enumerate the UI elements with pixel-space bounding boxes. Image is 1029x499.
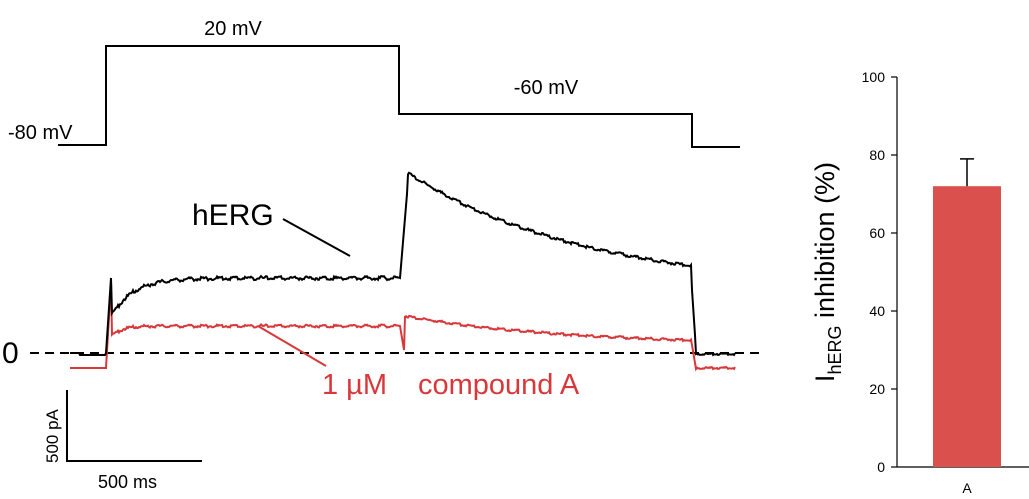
y-axis-title: IhERG inhibition (%) (810, 162, 845, 382)
category-label-a: A (962, 480, 972, 496)
y-tick-label: 0 (877, 459, 885, 475)
y-tick-label: 20 (869, 381, 885, 397)
tail-voltage-label: -60 mV (514, 77, 579, 99)
herg-label-pointer (282, 218, 351, 257)
voltage-protocol-line (58, 45, 740, 148)
scale-bar (66, 390, 202, 462)
y-tick-label: 80 (869, 147, 885, 163)
y-axis-title-rest: inhibition (%) (810, 162, 840, 326)
scale-bar-current-label: 500 pA (43, 408, 62, 463)
compound-label-pointer (257, 325, 327, 367)
step-voltage-label: 20 mV (204, 18, 262, 40)
holding-voltage-label: -80 mV (8, 122, 73, 144)
y-axis-title-main: I (810, 375, 840, 383)
y-tick-label: 100 (862, 69, 886, 85)
scale-bar-time-label: 500 ms (98, 472, 157, 492)
herg-trace-label: hERG (192, 199, 274, 232)
bar-compound-a (933, 186, 1001, 467)
compound-concentration-label: 1 µM (322, 369, 387, 401)
y-tick-label: 40 (869, 303, 885, 319)
y-tick-label: 60 (869, 225, 885, 241)
inhibition-bar-chart: 0 20 40 60 80 100 A IhERG inhibition (%) (810, 69, 1029, 496)
compound-a-current-trace (70, 282, 736, 372)
y-axis-title-subscript: hERG (825, 326, 845, 375)
herg-control-current-trace (70, 171, 736, 357)
zero-label: 0 (2, 337, 19, 370)
compound-name-label: compound A (418, 369, 580, 401)
